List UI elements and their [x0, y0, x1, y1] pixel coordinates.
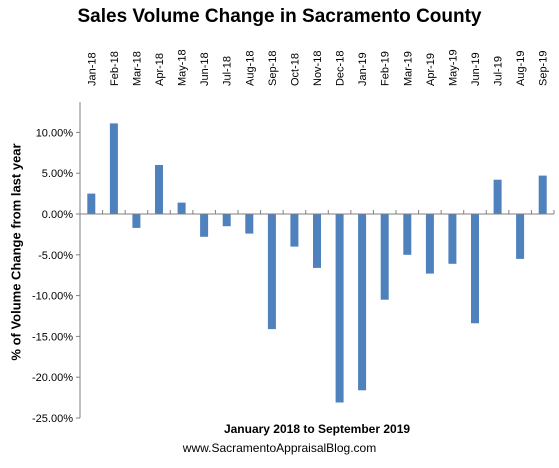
bar: [200, 214, 209, 237]
y-tick-label: -15.00%: [32, 331, 73, 343]
x-axis-label: January 2018 to September 2019: [223, 422, 411, 436]
bar: [155, 165, 163, 214]
bar: [493, 179, 502, 214]
bar: [380, 214, 389, 300]
x-tick-label: Aug-18: [244, 51, 256, 86]
y-tick-label: 10.00%: [36, 127, 74, 139]
bar: [109, 123, 118, 214]
bar: [425, 214, 434, 274]
x-tick-label: Feb-18: [109, 51, 121, 86]
bar: [132, 214, 141, 228]
y-tick-label: -10.00%: [32, 291, 73, 303]
bar: [358, 214, 367, 391]
x-tick-label: Feb-19: [380, 51, 392, 86]
x-tick-label: Mar-19: [402, 51, 414, 86]
y-tick-label: 5.00%: [42, 168, 73, 180]
x-tick-label: May-18: [177, 49, 189, 86]
bar: [177, 202, 186, 214]
y-tick-label: -25.00%: [32, 413, 73, 425]
bar: [403, 214, 412, 255]
y-tick-label: -5.00%: [38, 250, 73, 262]
x-tick-label: Aug-19: [515, 51, 527, 86]
bar: [471, 214, 479, 324]
bar: [448, 214, 457, 264]
x-tick-label: Jul-19: [493, 56, 505, 86]
footer-url: www.SacramentoAppraisalBlog.com: [182, 441, 377, 455]
bar: [87, 193, 96, 214]
x-tick-label: Jan-18: [86, 52, 98, 86]
x-tick-label: Oct-18: [289, 53, 301, 86]
bar: [538, 175, 547, 214]
y-tick-label: -20.00%: [32, 372, 73, 384]
bar: [267, 214, 276, 330]
y-tick-label: 0.00%: [42, 209, 73, 221]
x-tick-label: Sep-19: [538, 51, 550, 86]
x-tick-label: Sep-18: [267, 51, 279, 86]
x-tick-label: Jun-18: [199, 52, 211, 86]
x-tick-label: Dec-18: [335, 51, 347, 86]
x-tick-label: Mar-18: [131, 51, 143, 86]
x-tick-label: Jan-19: [357, 52, 369, 86]
bar: [313, 214, 321, 268]
x-tick-label: Jul-18: [222, 56, 234, 86]
bar: [290, 214, 299, 247]
x-tick-label: Jun-19: [470, 52, 482, 86]
x-tick-label: Apr-19: [425, 53, 437, 86]
x-tick-label: Nov-18: [312, 51, 324, 86]
x-tick-label: May-19: [447, 49, 459, 86]
x-tick-label: Apr-18: [154, 53, 166, 86]
bar: [245, 214, 254, 234]
chart-title: Sales Volume Change in Sacramento County: [77, 6, 482, 27]
bar: [516, 214, 525, 259]
bar: [222, 214, 231, 227]
bar: [335, 214, 344, 403]
